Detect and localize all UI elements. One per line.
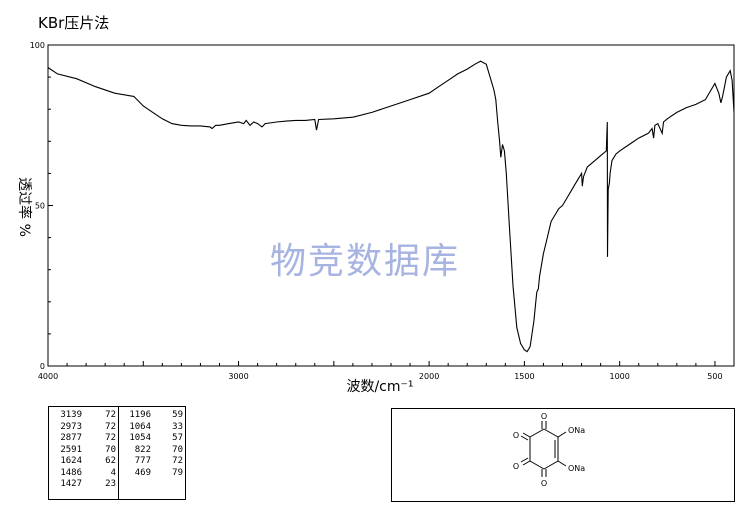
peak-row: 777 72 (121, 456, 183, 468)
peak-row: 1054 57 (121, 433, 183, 445)
peak-table-right-column: 1196 59 1064 33 1054 57 822 70 777 72 469 79 (121, 410, 183, 479)
peak-row: 2973 72 (52, 422, 116, 434)
atom-label-ona: ONa (568, 464, 585, 473)
bond (543, 428, 559, 438)
atom-label-ona: ONa (568, 426, 585, 435)
x-tick-label: 500 (707, 372, 722, 381)
bond-carbonyl (522, 432, 531, 438)
peak-row: 1486 4 (52, 468, 116, 480)
peak-wavenumber: 1196 (129, 410, 151, 420)
bond-carbonyl (520, 435, 529, 441)
peak-wavenumber: 2591 (60, 444, 82, 455)
x-tick-label: 3000 (228, 372, 248, 381)
y-axis-label: 透过率 % (16, 177, 33, 237)
peak-transmittance: 70 (105, 444, 116, 455)
atom-label-o: O (513, 462, 519, 471)
peak-row: 2591 70 (52, 445, 116, 457)
peak-row: 1196 59 (121, 410, 183, 422)
watermark: 物竞数据库 (270, 241, 461, 282)
peak-wavenumber: 1427 (60, 479, 82, 489)
peak-transmittance: 23 (105, 479, 116, 489)
y-tick-label: 50 (35, 202, 45, 211)
y-tick-labels: 0 50 100 (30, 41, 45, 371)
x-axis-label: 波数/cm⁻¹ (346, 379, 413, 395)
peak-wavenumber: 1624 (60, 456, 82, 466)
ring-bonds (520, 421, 567, 477)
peak-row: 1427 23 (52, 479, 116, 491)
peak-row: 3139 72 (52, 410, 116, 422)
plot-frame (47, 44, 735, 367)
peak-transmittance: 57 (172, 433, 183, 443)
peak-row: 469 79 (121, 468, 183, 480)
x-tick-labels: 4000 3000 2000 1500 1000 500 (38, 372, 723, 381)
peak-row: 1064 33 (121, 422, 183, 434)
peak-wavenumber: 2877 (60, 433, 82, 443)
peak-wavenumber: 1054 (129, 433, 151, 443)
peak-transmittance: 72 (105, 421, 116, 432)
x-tick-label: 1500 (514, 372, 534, 381)
y-tick-label: 0 (40, 362, 45, 371)
peak-row: 822 70 (121, 445, 183, 457)
bond (529, 428, 545, 438)
ir-spectrum-chart: 4000 3000 2000 1500 1000 500 0 50 100 波数/cm⁻¹ 透… (16, 41, 735, 395)
peak-wavenumber: 822 (134, 444, 151, 455)
peak-wavenumber: 469 (134, 467, 151, 478)
bond-ona (557, 431, 567, 438)
chart-title: KBr压片法 (38, 14, 110, 32)
peak-transmittance: 79 (172, 467, 183, 478)
chemical-structure: O O O O ONa ONa (513, 412, 585, 488)
atom-label-o: O (541, 479, 547, 488)
peak-row: 1624 62 (52, 456, 116, 468)
peak-transmittance: 33 (172, 421, 183, 432)
atom-label-o: O (513, 431, 519, 440)
structure-panel: O O O O ONa ONa (391, 408, 735, 502)
peak-table: 3139 72 2973 72 2877 72 2591 70 1624 62 1486 4 1427 2… (48, 406, 186, 500)
bond (543, 460, 559, 470)
spectrum-line (47, 60, 735, 353)
x-tick-label: 1000 (609, 372, 629, 381)
x-tick-label: 2000 (419, 372, 439, 381)
peak-table-divider (118, 407, 119, 499)
peak-wavenumber: 2973 (60, 421, 82, 432)
peak-wavenumber: 1064 (129, 421, 151, 432)
peak-transmittance: 72 (172, 456, 183, 466)
bond (529, 460, 545, 470)
peak-transmittance: 62 (105, 456, 116, 466)
x-tick-label: 4000 (38, 372, 58, 381)
atom-label-o: O (541, 412, 547, 421)
peak-transmittance: 72 (105, 433, 116, 443)
peak-row: 2877 72 (52, 433, 116, 445)
peak-transmittance: 59 (172, 410, 183, 420)
peak-wavenumber: 777 (134, 456, 151, 466)
peak-wavenumber: 1486 (60, 467, 82, 478)
axis-ticks (47, 44, 735, 367)
bond-carbonyl (520, 457, 529, 463)
peak-transmittance: 70 (172, 444, 183, 455)
bond-ona (557, 460, 567, 467)
bond-carbonyl (522, 460, 531, 466)
peak-table-left-column: 3139 72 2973 72 2877 72 2591 70 1624 62 1486 4 1427 2… (52, 410, 116, 491)
peak-transmittance: 4 (110, 467, 116, 478)
peak-wavenumber: 3139 (60, 410, 82, 420)
y-tick-label: 100 (30, 41, 45, 50)
peak-transmittance: 72 (105, 410, 116, 420)
